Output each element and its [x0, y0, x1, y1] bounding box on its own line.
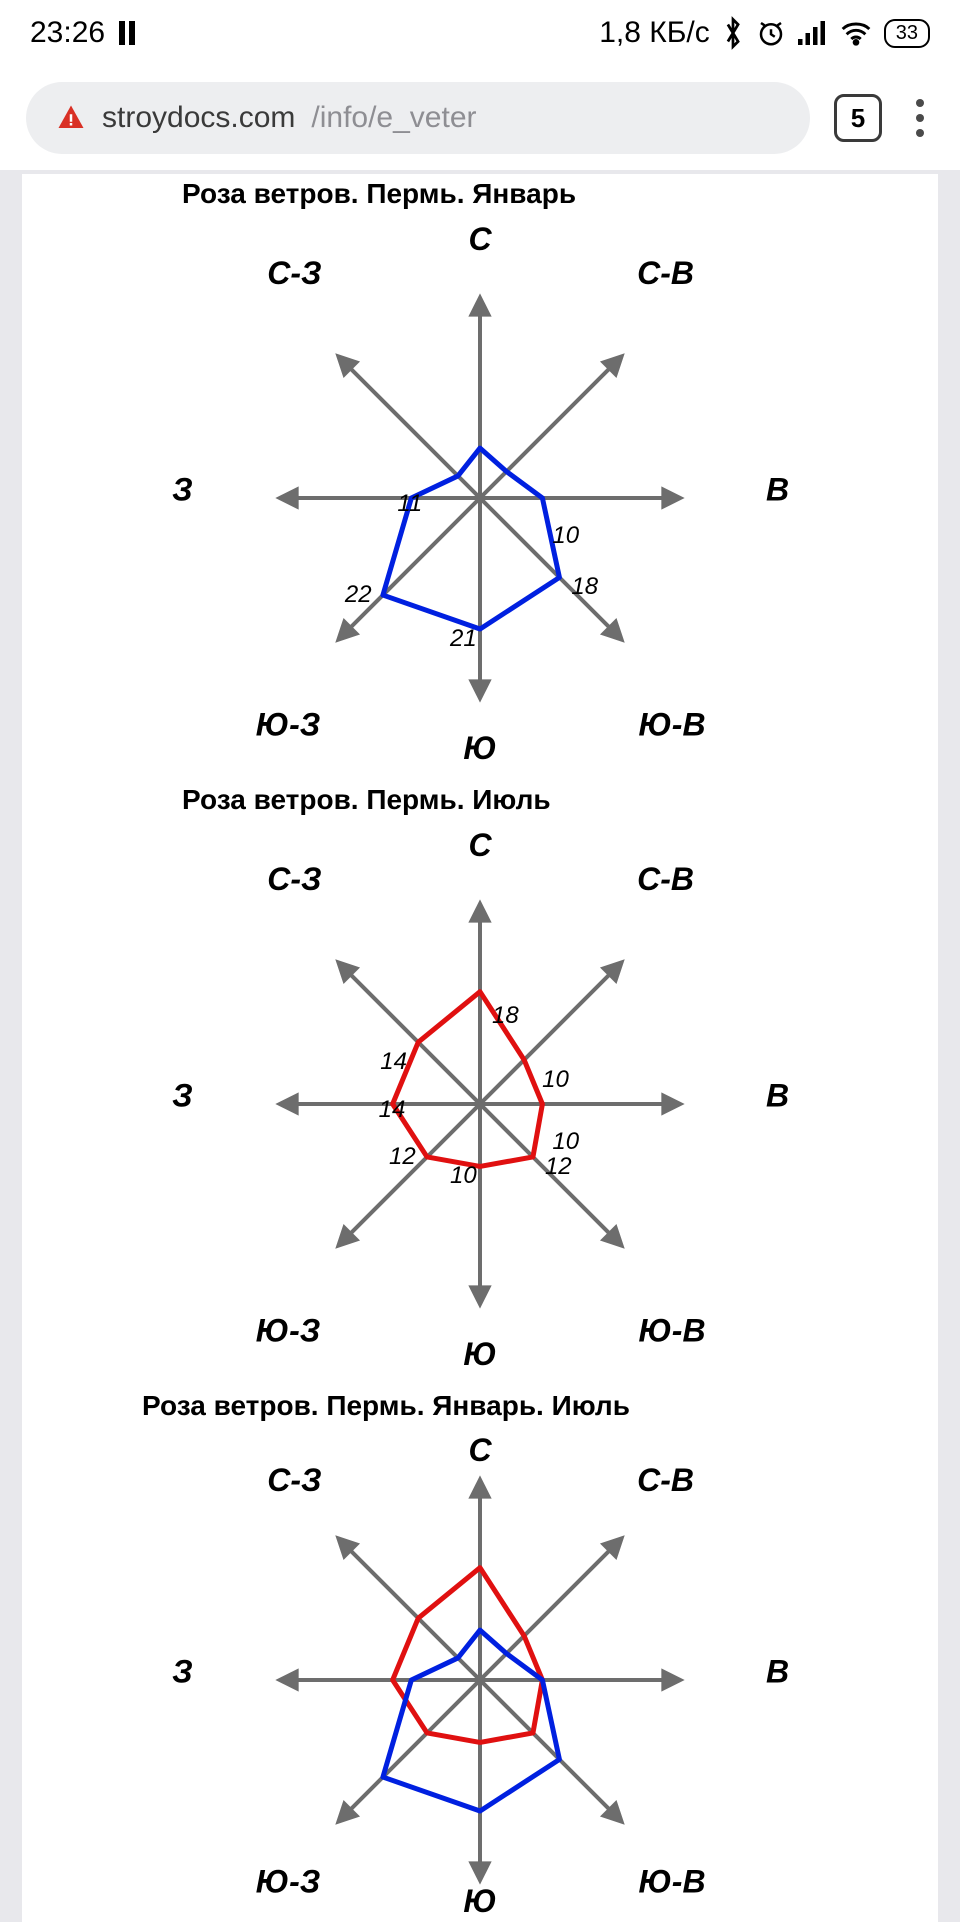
- alarm-icon: [756, 18, 786, 48]
- compass-label-w: З: [172, 472, 193, 509]
- battery-badge: 33: [884, 19, 930, 48]
- series-january: [383, 448, 559, 629]
- url-primary: stroydocs.com: [102, 101, 295, 135]
- battery-pct: 33: [896, 22, 918, 45]
- status-right: 1,8 КБ/с 33: [599, 16, 930, 50]
- value-label: 14: [380, 1048, 407, 1076]
- value-label: 14: [379, 1096, 406, 1124]
- compass-label-se: Ю-В: [638, 1864, 705, 1901]
- value-label: 10: [552, 1128, 579, 1156]
- compass-label-se: Ю-В: [638, 1313, 705, 1350]
- compass-label-nw: С-З: [267, 1462, 321, 1499]
- compass-label-ne: С-В: [637, 255, 694, 292]
- value-label: 18: [492, 1002, 519, 1030]
- pause-icon: [119, 21, 135, 45]
- url-secondary: /info/e_veter: [311, 101, 476, 135]
- tab-count-button[interactable]: 5: [834, 94, 882, 142]
- document: Роза ветров. Пермь. Январь 10 18 21 22 11 С С-В…: [22, 174, 938, 1922]
- chart-title: Роза ветров. Пермь. Январь. Июль: [22, 1386, 938, 1422]
- rose-svg: [160, 1422, 800, 1922]
- series-july: [393, 992, 543, 1167]
- compass-label-s: Ю: [463, 730, 496, 767]
- compass-label-s: Ю: [463, 1336, 496, 1373]
- compass-label-nw: С-З: [267, 861, 321, 898]
- rose-svg: [160, 816, 800, 1376]
- clock: 23:26: [30, 16, 105, 50]
- bluetooth-icon: [722, 16, 744, 50]
- chart-title: Роза ветров. Пермь. Июль: [22, 780, 938, 816]
- status-bar: 23:26 1,8 КБ/с 33: [0, 0, 960, 66]
- wind-rose-both: С С-В В Ю-В Ю Ю-З З С-З: [160, 1422, 800, 1922]
- compass-label-s: Ю: [463, 1883, 496, 1920]
- compass-label-w: З: [172, 1078, 193, 1115]
- compass-label-e: В: [766, 472, 789, 509]
- address-pill[interactable]: stroydocs.com/info/e_veter: [26, 82, 810, 154]
- value-label: 11: [397, 490, 422, 518]
- insecure-icon: [56, 103, 86, 133]
- compass-label-sw: Ю-З: [256, 1864, 321, 1901]
- value-label: 21: [450, 625, 477, 653]
- series-july: [393, 1568, 543, 1743]
- compass-label-e: В: [766, 1078, 789, 1115]
- compass-label-w: З: [172, 1654, 193, 1691]
- value-label: 18: [571, 573, 598, 601]
- content-scroll[interactable]: Роза ветров. Пермь. Январь 10 18 21 22 11 С С-В…: [0, 174, 960, 1920]
- compass-label-n: С: [468, 221, 491, 258]
- tab-count: 5: [851, 103, 865, 134]
- chart-title: Роза ветров. Пермь. Январь: [22, 174, 938, 210]
- wind-rose-jan: 10 18 21 22 11 С С-В В Ю-В Ю Ю-З З С-З: [160, 210, 800, 770]
- value-label: 22: [345, 581, 372, 609]
- compass-label-ne: С-В: [637, 861, 694, 898]
- wifi-icon: [840, 20, 872, 46]
- compass-label-nw: С-З: [267, 255, 321, 292]
- more-menu-button[interactable]: [906, 99, 934, 137]
- wind-rose-jul: 1810101210121414СС-ВВЮ-ВЮЮ-ЗЗС-З: [160, 816, 800, 1376]
- compass-label-se: Ю-В: [638, 707, 705, 744]
- compass-label-ne: С-В: [637, 1462, 694, 1499]
- value-label: 12: [389, 1143, 416, 1171]
- compass-label-sw: Ю-З: [256, 707, 321, 744]
- compass-label-e: В: [766, 1654, 789, 1691]
- value-label: 12: [545, 1153, 572, 1181]
- value-label: 10: [450, 1162, 477, 1190]
- compass-label-n: С: [468, 1432, 491, 1469]
- value-label: 10: [552, 522, 579, 550]
- compass-label-n: С: [468, 827, 491, 864]
- data-rate: 1,8 КБ/с: [599, 16, 710, 50]
- rose-svg: [160, 210, 800, 770]
- value-label: 10: [542, 1066, 569, 1094]
- status-left: 23:26: [30, 16, 135, 50]
- browser-bar: stroydocs.com/info/e_veter 5: [0, 66, 960, 170]
- compass-label-sw: Ю-З: [256, 1313, 321, 1350]
- signal-icon: [798, 20, 828, 46]
